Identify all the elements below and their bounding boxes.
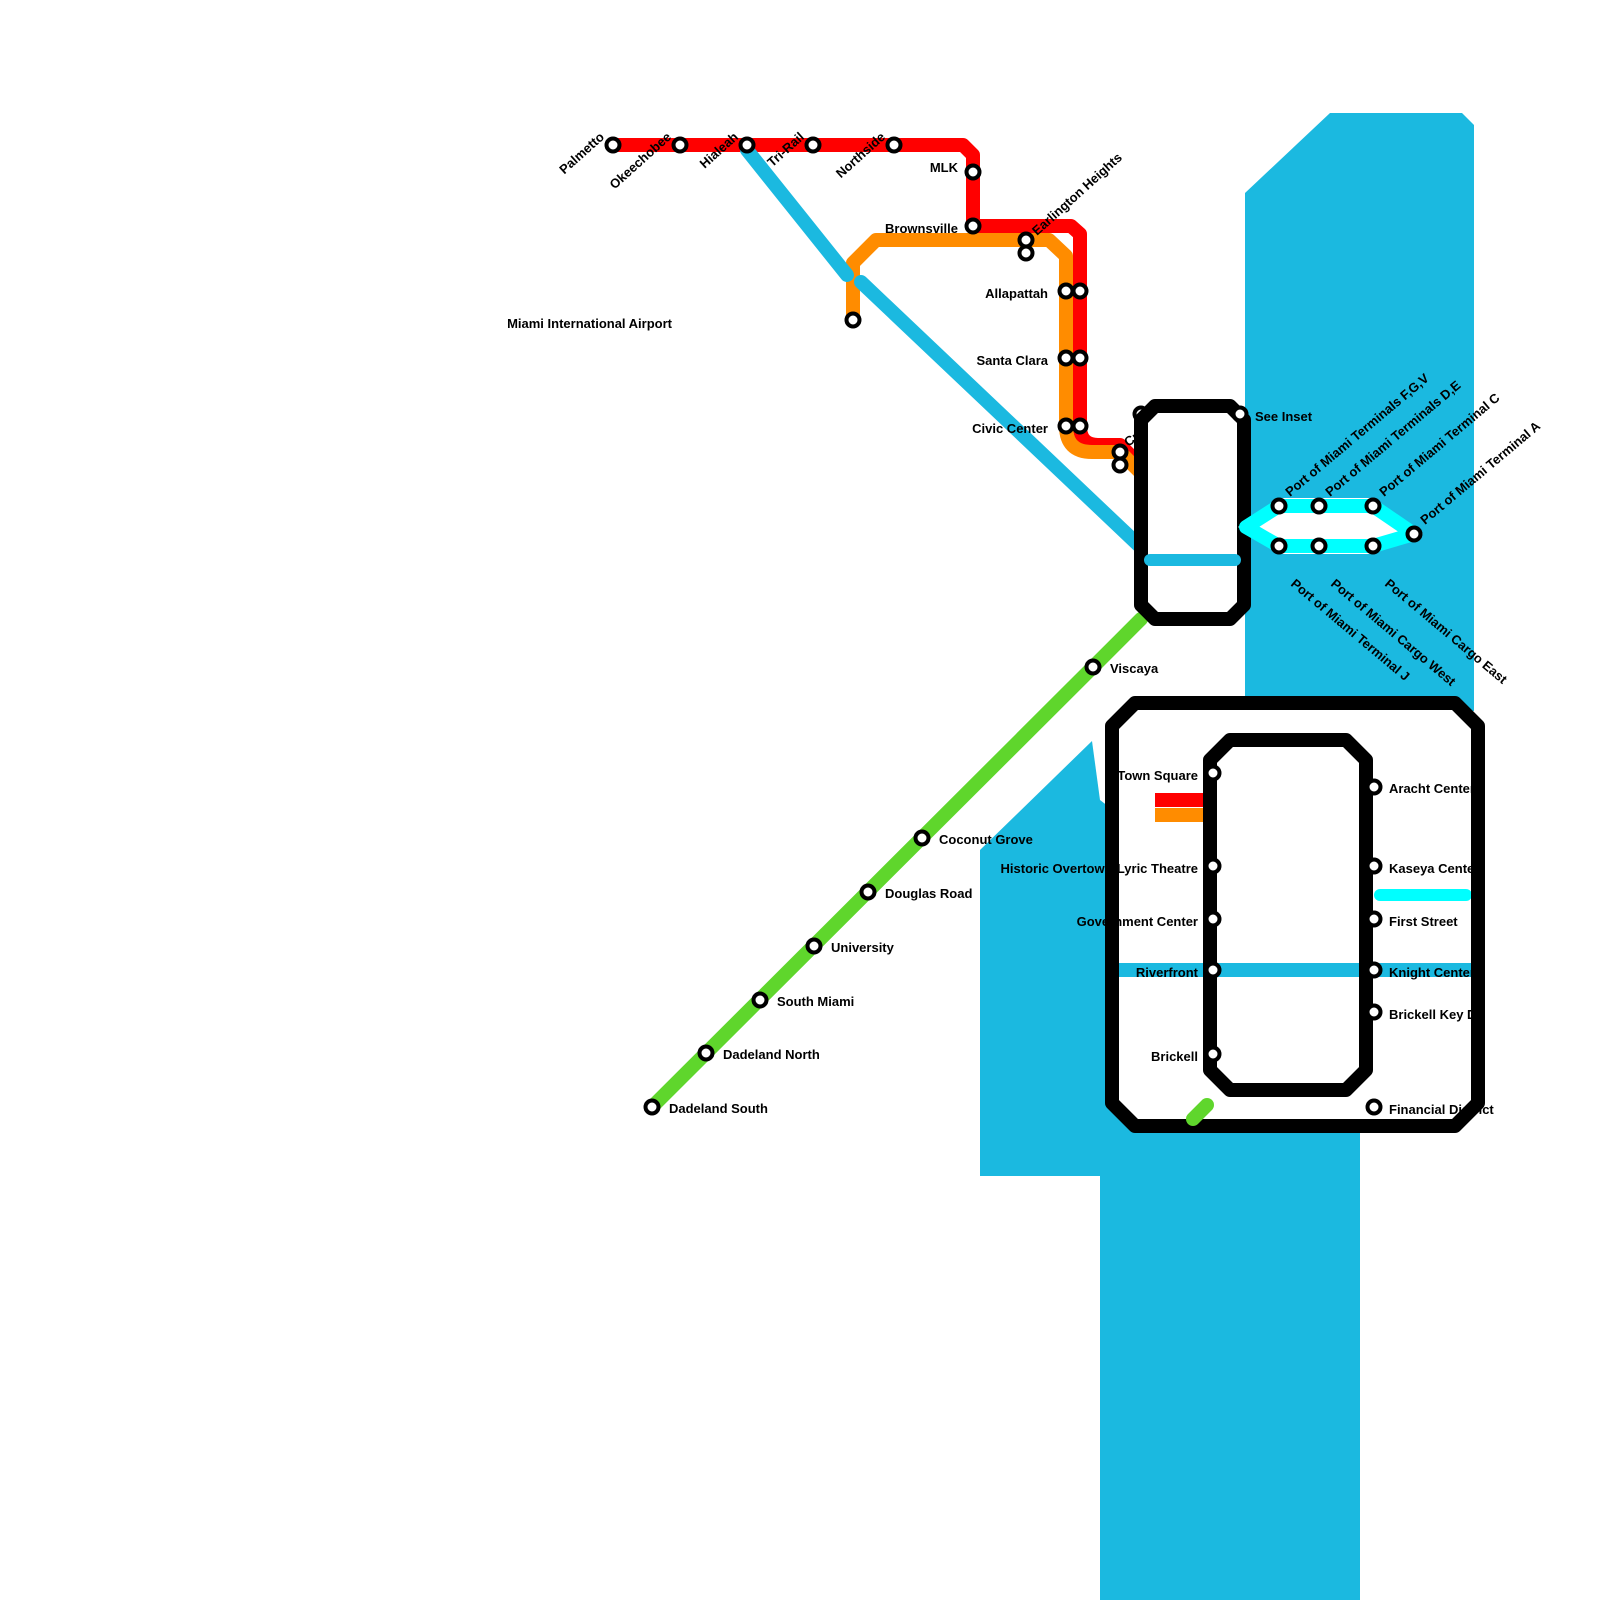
svg-text:Douglas Road: Douglas Road [885,886,972,901]
svg-text:Viscaya: Viscaya [1110,661,1159,676]
svg-text:Coconut Grove: Coconut Grove [939,832,1033,847]
svg-text:Miami International Airport: Miami International Airport [507,316,673,331]
svg-text:Dadeland North: Dadeland North [723,1047,820,1062]
svg-text:Brickell Key D: Brickell Key D [1389,1007,1476,1022]
svg-text:Riverfront: Riverfront [1136,965,1199,980]
svg-text:First Street: First Street [1389,914,1458,929]
svg-text:See Inset: See Inset [1255,409,1313,424]
svg-text:Brickell: Brickell [1151,1049,1198,1064]
svg-text:University: University [831,940,895,955]
svg-text:Kaseya Center: Kaseya Center [1389,861,1479,876]
svg-text:Historic Overtown-Lyric Theatr: Historic Overtown-Lyric Theatre [1001,861,1198,876]
svg-text:Aracht Center: Aracht Center [1389,781,1475,796]
svg-text:MLK: MLK [930,160,959,175]
svg-text:Dadeland South: Dadeland South [669,1101,768,1116]
svg-text:Santa Clara: Santa Clara [976,353,1048,368]
svg-text:Civic Center: Civic Center [972,421,1048,436]
svg-text:Government Center: Government Center [1077,914,1198,929]
svg-text:Allapattah: Allapattah [985,286,1048,301]
svg-text:Knight Center: Knight Center [1389,965,1475,980]
svg-text:Brownsville: Brownsville [885,221,958,236]
svg-text:Town Square: Town Square [1117,768,1198,783]
svg-text:South Miami: South Miami [777,994,854,1009]
